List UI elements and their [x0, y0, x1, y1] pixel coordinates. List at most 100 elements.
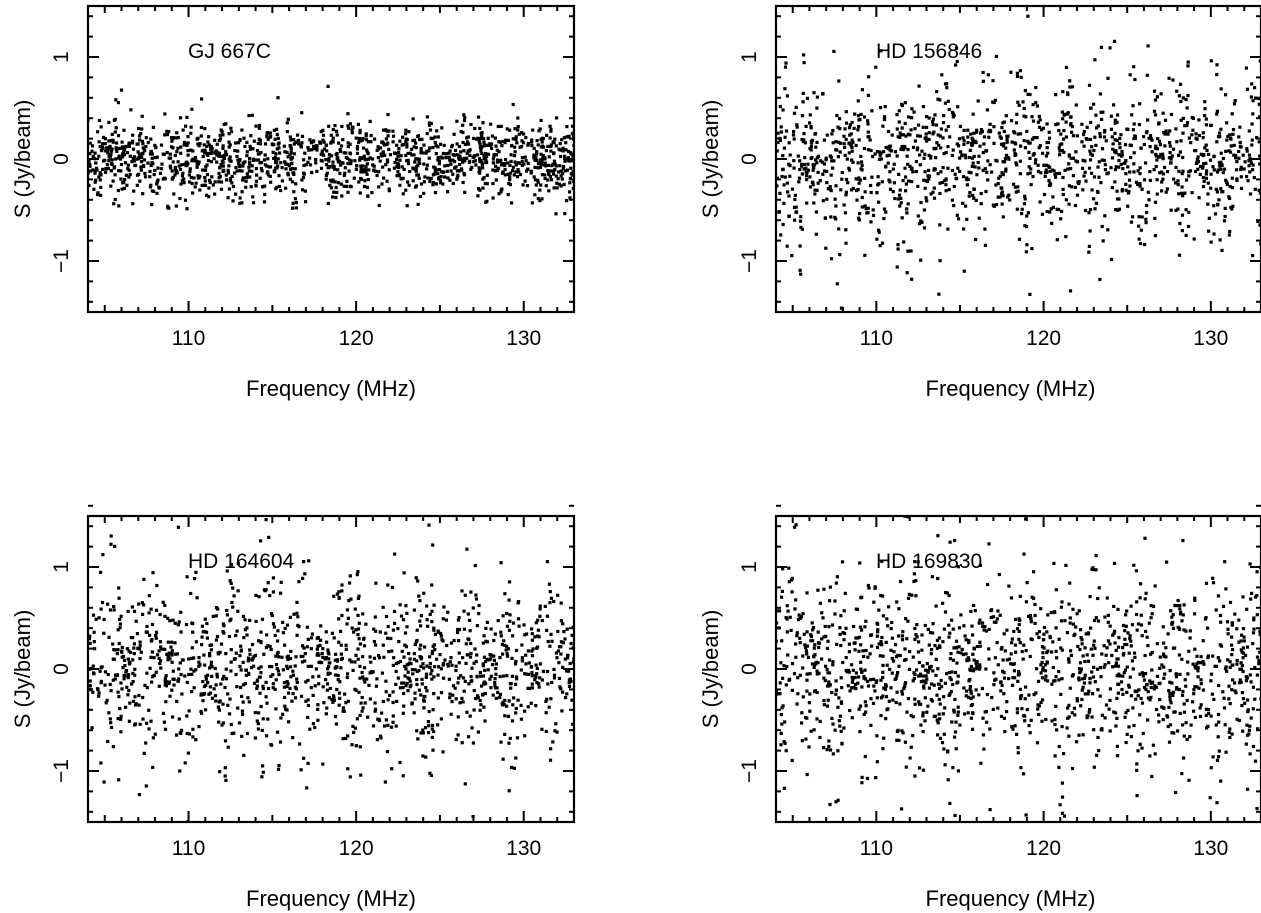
- data-point: [1047, 136, 1052, 140]
- data-point: [910, 116, 914, 120]
- data-point: [462, 149, 466, 153]
- data-point: [431, 748, 435, 752]
- data-point: [231, 199, 235, 203]
- data-point: [265, 171, 269, 175]
- data-point: [365, 185, 369, 189]
- data-point: [486, 143, 490, 147]
- data-point: [185, 680, 189, 684]
- data-point: [380, 671, 384, 675]
- data-point: [517, 132, 521, 136]
- data-point: [903, 121, 907, 126]
- data-point: [561, 164, 566, 169]
- data-point: [541, 669, 545, 673]
- data-point: [551, 140, 555, 144]
- data-point: [462, 118, 467, 123]
- data-point: [567, 669, 571, 673]
- data-point: [398, 686, 402, 690]
- data-point: [125, 151, 130, 155]
- data-point: [408, 151, 412, 155]
- data-point: [386, 624, 390, 629]
- data-point: [211, 183, 215, 187]
- data-point: [882, 115, 887, 119]
- data-point: [271, 622, 276, 626]
- data-point: [842, 134, 846, 138]
- data-point: [274, 663, 279, 667]
- data-point: [135, 183, 139, 187]
- data-point: [339, 163, 343, 167]
- data-point: [191, 735, 195, 739]
- data-point: [417, 157, 421, 161]
- data-point: [285, 685, 289, 689]
- data-point: [161, 152, 165, 156]
- data-point: [163, 614, 167, 618]
- data-point: [981, 168, 985, 172]
- data-point: [1126, 204, 1130, 208]
- data-point: [427, 156, 431, 160]
- data-point: [877, 182, 881, 186]
- data-point: [800, 721, 804, 725]
- data-point: [1231, 128, 1236, 132]
- data-point: [863, 253, 867, 257]
- data-point: [293, 664, 297, 668]
- data-point: [248, 175, 252, 179]
- data-point: [1206, 202, 1210, 206]
- data-point: [1247, 129, 1251, 133]
- data-point: [944, 150, 948, 155]
- data-point: [238, 138, 242, 142]
- data-point: [999, 142, 1004, 146]
- data-point: [514, 682, 518, 686]
- data-point: [214, 638, 218, 642]
- data-point: [421, 662, 425, 666]
- data-point: [561, 665, 565, 669]
- data-point: [1104, 703, 1109, 707]
- data-point: [187, 180, 192, 184]
- data-point: [538, 127, 542, 131]
- data-point: [1022, 139, 1026, 143]
- data-point: [149, 719, 153, 723]
- data-point: [412, 711, 416, 715]
- data-point: [465, 136, 469, 140]
- data-point: [1235, 177, 1239, 181]
- data-point: [489, 674, 493, 678]
- data-point: [126, 657, 130, 661]
- data-point: [500, 163, 504, 167]
- data-point: [118, 157, 123, 161]
- data-point: [406, 158, 410, 162]
- data-point: [335, 129, 339, 133]
- data-point: [530, 632, 534, 636]
- data-point: [249, 134, 253, 138]
- data-point: [381, 605, 385, 609]
- data-point: [1031, 175, 1035, 179]
- data-point: [871, 154, 875, 159]
- data-point: [531, 647, 535, 651]
- data-point: [421, 731, 425, 735]
- data-point: [266, 137, 270, 141]
- data-point: [507, 741, 511, 745]
- data-point: [1000, 186, 1004, 190]
- data-point: [301, 188, 305, 192]
- data-point: [192, 669, 196, 673]
- data-point: [952, 184, 956, 189]
- data-point: [344, 736, 348, 740]
- data-point: [1128, 73, 1132, 77]
- data-point: [936, 133, 940, 137]
- data-point: [1092, 175, 1097, 179]
- data-point: [339, 652, 343, 656]
- data-point: [1152, 89, 1157, 93]
- data-point: [324, 177, 328, 181]
- data-point: [1098, 92, 1102, 96]
- data-point: [503, 698, 507, 702]
- data-point: [1093, 618, 1097, 623]
- data-point: [971, 161, 975, 165]
- data-point: [548, 644, 552, 648]
- data-point: [1054, 588, 1058, 592]
- data-point: [1230, 112, 1234, 116]
- data-point: [375, 148, 379, 152]
- data-point: [806, 168, 810, 172]
- data-point: [163, 133, 167, 137]
- data-point: [257, 666, 261, 670]
- data-point: [373, 701, 377, 705]
- data-point: [798, 167, 802, 172]
- data-point: [1018, 132, 1023, 136]
- data-point: [175, 131, 179, 135]
